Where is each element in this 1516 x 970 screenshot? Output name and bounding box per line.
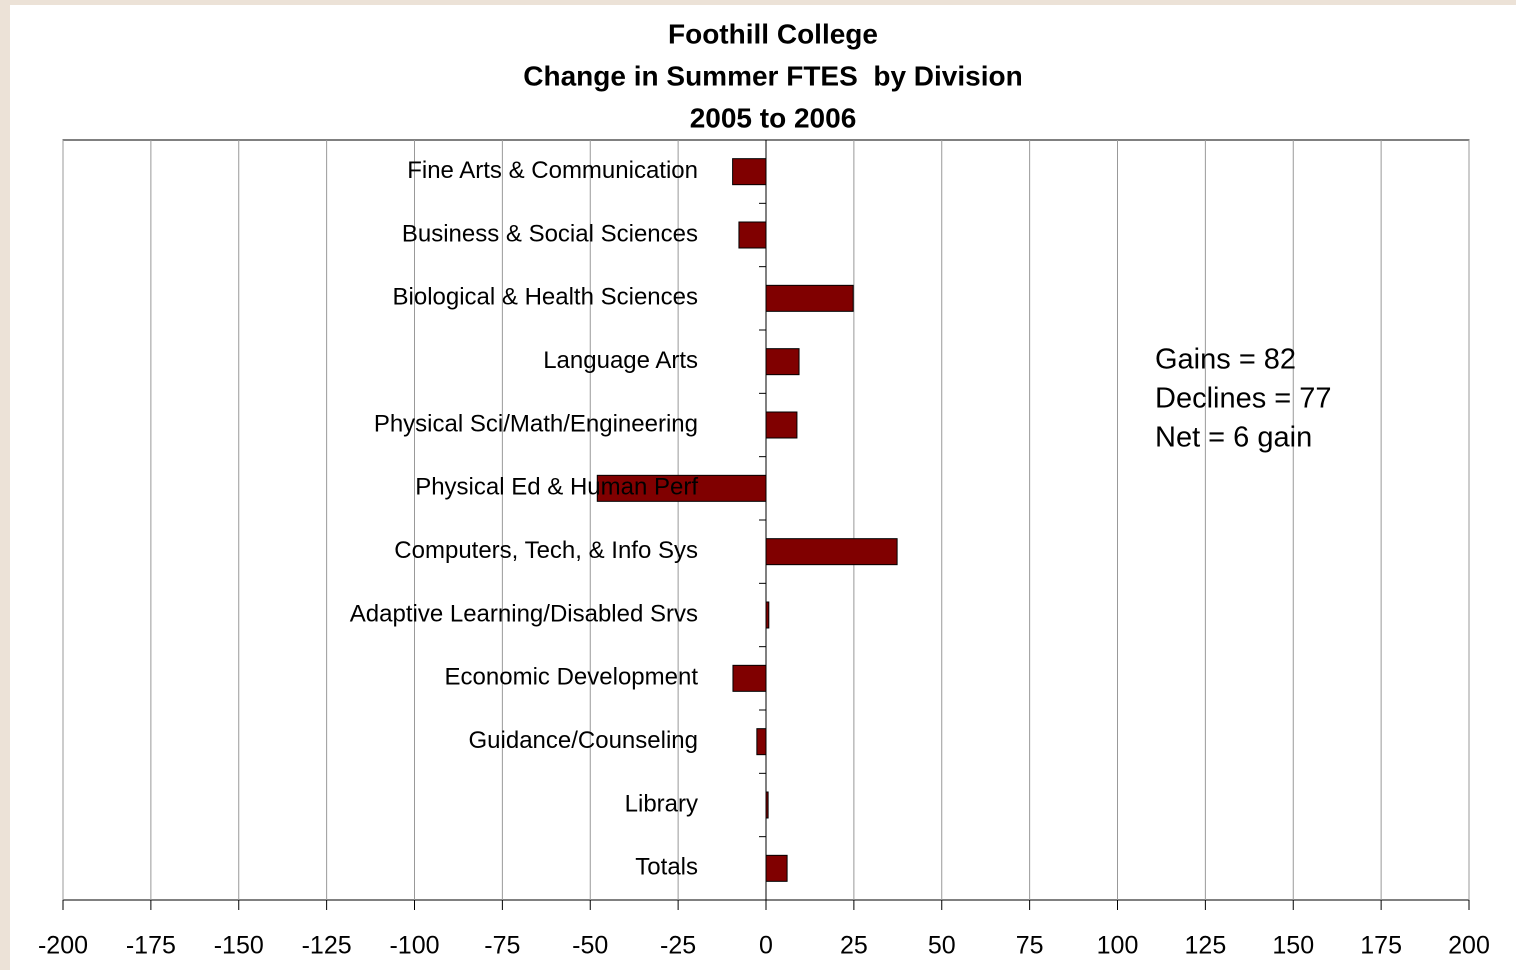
x-tick-label: -150 <box>214 932 264 960</box>
y-tick-label: Totals <box>635 854 698 881</box>
x-tick-label: -125 <box>302 932 352 960</box>
chart-title: Foothill College <box>668 18 878 49</box>
x-tick-label: 150 <box>1272 932 1314 960</box>
y-tick-label: Economic Development <box>445 664 699 691</box>
chart-title: 2005 to 2006 <box>690 102 857 133</box>
y-tick-label: Computers, Tech, & Info Sys <box>394 537 698 564</box>
y-tick-label: Guidance/Counseling <box>469 727 699 754</box>
x-tick-label: 50 <box>928 932 956 960</box>
bar <box>596 474 767 502</box>
y-tick-label: Biological & Health Sciences <box>393 284 699 311</box>
x-tick-label: -50 <box>572 932 608 960</box>
bar <box>765 601 770 629</box>
bar <box>732 158 767 186</box>
annotation: Declines = 77 <box>1155 383 1332 415</box>
x-tick-label: -175 <box>126 932 176 960</box>
x-tick-label: -200 <box>38 932 88 960</box>
x-tick-label: 0 <box>759 932 773 960</box>
x-tick-label: -25 <box>660 932 696 960</box>
x-tick-label: 125 <box>1185 932 1227 960</box>
x-tick-label: -75 <box>484 932 520 960</box>
y-tick-label: Library <box>625 790 698 817</box>
x-tick-label: 100 <box>1097 932 1139 960</box>
bar <box>765 411 798 439</box>
y-tick-label: Physical Ed & Human Perf <box>415 474 698 501</box>
bar <box>765 791 769 819</box>
chart-title: Change in Summer FTES by Division <box>523 60 1022 91</box>
x-tick-label: 25 <box>840 932 868 960</box>
x-tick-label: 175 <box>1360 932 1402 960</box>
y-tick-label: Language Arts <box>543 347 698 374</box>
bar <box>732 664 767 692</box>
y-tick-label: Physical Sci/Math/Engineering <box>374 410 698 437</box>
bar <box>765 348 800 376</box>
bar <box>765 538 898 566</box>
bar <box>756 728 767 756</box>
y-tick-label: Business & Social Sciences <box>402 220 698 247</box>
annotation: Gains = 82 <box>1155 344 1296 376</box>
x-tick-label: 200 <box>1448 932 1490 960</box>
x-tick-label: -100 <box>389 932 439 960</box>
annotation: Net = 6 gain <box>1155 422 1312 454</box>
x-tick-label: 75 <box>1016 932 1044 960</box>
bar <box>765 284 854 312</box>
bar <box>738 221 767 249</box>
bar <box>765 854 788 882</box>
y-tick-label: Adaptive Learning/Disabled Srvs <box>350 600 698 627</box>
y-tick-label: Fine Arts & Communication <box>407 157 698 184</box>
